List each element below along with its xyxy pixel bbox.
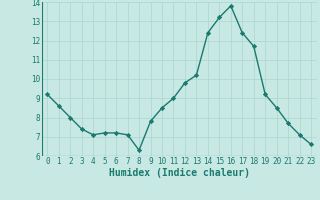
X-axis label: Humidex (Indice chaleur): Humidex (Indice chaleur) [109,168,250,178]
